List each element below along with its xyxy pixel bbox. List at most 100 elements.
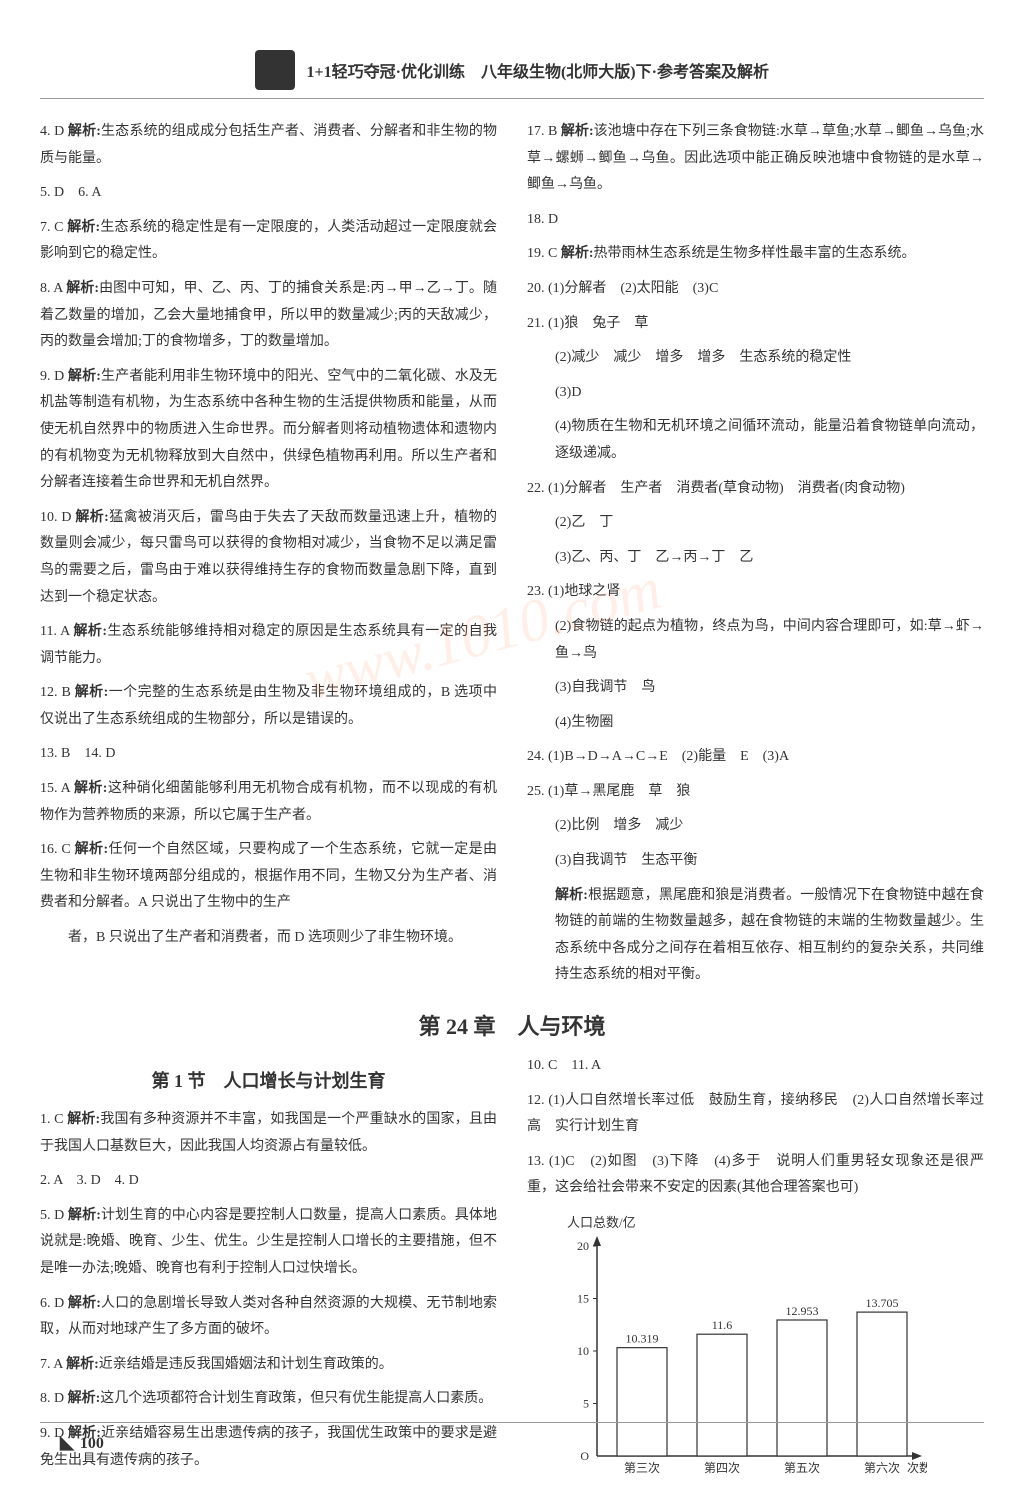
answer-text: 这种硝化细菌能够利用无机物合成有机物，而不以现成的有机物作为营养物质的来源，所以…	[40, 781, 497, 823]
answer-text: 生态系统的组成成分包括生产者、消费者、分解者和非生物的物质与能量。	[40, 124, 497, 166]
answer-16: 16. C 解析:任何一个自然区域，只要构成了一个生态系统，它就一定是由生物和非…	[40, 837, 497, 917]
svg-text:13.705: 13.705	[866, 1296, 899, 1310]
answer-17: 17. B 解析:该池塘中存在下列三条食物链:水草→草鱼;水草→鲫鱼→乌鱼;水草…	[527, 119, 984, 199]
answer-text: 一个完整的生态系统是由生物及非生物环境组成的，B 选项中仅说出了生态系统组成的生…	[40, 685, 497, 727]
answer-25-3: (3)自我调节 生态平衡	[527, 848, 984, 875]
answer-text: 猛禽被消灭后，雷鸟由于失去了天敌而数量迅速上升，植物的数量则会减少，每只雷鸟可以…	[40, 510, 497, 605]
answer-text: 该池塘中存在下列三条食物链:水草→草鱼;水草→鲫鱼→乌鱼;水草→螺蛳→鲫鱼→乌鱼…	[527, 124, 984, 192]
answer-22-1: 22. (1)分解者 生产者 消费者(草食动物) 消费者(肉食动物)	[527, 476, 984, 503]
s2-answer-12: 12. (1)人口自然增长率过低 鼓励生育，接纳移民 (2)人口自然增长率过高 …	[527, 1088, 984, 1141]
expl-label: 解析:	[555, 888, 588, 903]
expl-label: 解析:	[68, 1391, 101, 1406]
answer-24: 24. (1)B→D→A→C→E (2)能量 E (3)A	[527, 744, 984, 771]
s2-answer-13: 13. (1)C (2)如图 (3)下降 (4)多于 说明人们重男轻女现象还是很…	[527, 1149, 984, 1202]
answer-19: 19. C 解析:热带雨林生态系统是生物多样性最丰富的生态系统。	[527, 241, 984, 268]
answer-23-4: (4)生物圈	[527, 710, 984, 737]
answer-num: 16. C	[40, 842, 71, 857]
s2-answer-7: 7. A 解析:近亲结婚是违反我国婚姻法和计划生育政策的。	[40, 1352, 497, 1379]
s2-answer-9: 9. D 解析:近亲结婚容易生出患遗传病的孩子，我国优生政策中的要求是避免生出具…	[40, 1421, 497, 1474]
answer-text: 近亲结婚容易生出患遗传病的孩子，我国优生政策中的要求是避免生出具有遗传病的孩子。	[40, 1426, 497, 1468]
expl-label: 解析:	[73, 624, 107, 639]
page-number-text: 100	[80, 1435, 104, 1452]
answer-16-cont: 者，B 只说出了生产者和消费者，而 D 选项则少了非生物环境。	[40, 925, 497, 952]
answer-5-6: 5. D 6. A	[40, 180, 497, 207]
header-logo-icon	[255, 50, 295, 90]
answer-23-2: (2)食物链的起点为植物，终点为鸟，中间内容合理即可，如:草→虾→鱼→鸟	[527, 614, 984, 667]
s2-answer-5: 5. D 解析:计划生育的中心内容是要控制人口数量，提高人口素质。具体地说就是:…	[40, 1203, 497, 1283]
answer-13-14: 13. B 14. D	[40, 741, 497, 768]
expl-label: 解析:	[68, 124, 101, 139]
answer-num: 6. D	[40, 1296, 64, 1311]
answer-text: 任何一个自然区域，只要构成了一个生态系统，它就一定是由生物和非生物环境两部分组成…	[40, 842, 497, 910]
svg-text:15: 15	[577, 1292, 589, 1306]
answer-num: 5. D	[40, 1208, 64, 1223]
expl-label: 解析:	[561, 124, 594, 139]
chapter-title: 第 24 章 人与环境	[40, 1009, 984, 1041]
expl-label: 解析:	[68, 369, 101, 384]
answer-9: 9. D 解析:生产者能利用非生物环境中的阳光、空气中的二氧化碳、水及无机盐等制…	[40, 364, 497, 497]
answer-text: 计划生育的中心内容是要控制人口数量，提高人口素质。具体地说就是:晚婚、晚育、少生…	[40, 1208, 497, 1276]
answer-num: 7. C	[40, 220, 64, 235]
expl-label: 解析:	[68, 1208, 101, 1223]
answer-22-3: (3)乙、丙、丁 乙→丙→丁 乙	[527, 545, 984, 572]
svg-text:5: 5	[583, 1397, 589, 1411]
bar-chart-svg: O510152010.319第三次11.6第四次12.953第五次13.705第…	[547, 1236, 927, 1486]
expl-label: 解析:	[67, 220, 100, 235]
svg-text:第三次: 第三次	[624, 1461, 660, 1475]
answer-25-1: 25. (1)草→黑尾鹿 草 狼	[527, 779, 984, 806]
expl-label: 解析:	[66, 1357, 99, 1372]
answer-23-1: 23. (1)地球之肾	[527, 579, 984, 606]
answer-text: 根据题意，黑尾鹿和狼是消费者。一般情况下在食物链中越在食物链的前端的生物数量越多…	[555, 888, 984, 983]
svg-text:11.6: 11.6	[712, 1318, 733, 1332]
answer-21-4: (4)物质在生物和无机环境之间循环流动，能量沿着食物链单向流动，逐级递减。	[527, 414, 984, 467]
section-title: 第 1 节 人口增长与计划生育	[40, 1067, 497, 1093]
answer-8: 8. A 解析:由图中可知，甲、乙、丙、丁的捕食关系是:丙→甲→乙→丁。随着乙数…	[40, 276, 497, 356]
answer-text: 生态系统的稳定性是有一定限度的，人类活动超过一定限度就会影响到它的稳定性。	[40, 220, 497, 262]
expl-label: 解析:	[75, 510, 108, 525]
svg-text:次数: 次数	[907, 1460, 927, 1475]
answer-num: 8. D	[40, 1391, 64, 1406]
answer-12: 12. B 解析:一个完整的生态系统是由生物及非生物环境组成的，B 选项中仅说出…	[40, 680, 497, 733]
answer-num: 12. B	[40, 685, 71, 700]
s2-answer-10-11: 10. C 11. A	[527, 1053, 984, 1080]
s2-answer-6: 6. D 解析:人口的急剧增长导致人类对各种自然资源的大规模、无节制地索取，从而…	[40, 1291, 497, 1344]
answer-text: 我国有多种资源并不丰富，如我国是一个严重缺水的国家，且由于我国人口基数巨大，因此…	[40, 1112, 497, 1154]
answer-num: 4. D	[40, 124, 64, 139]
answer-text: 人口的急剧增长导致人类对各种自然资源的大规模、无节制地索取，从而对地球产生了多方…	[40, 1296, 497, 1338]
answer-num: 17. B	[527, 124, 557, 139]
answer-num: 11. A	[40, 624, 70, 639]
s2-answer-8: 8. D 解析:这几个选项都符合计划生育政策，但只有优生能提高人口素质。	[40, 1386, 497, 1413]
answer-21-2: (2)减少 减少 增多 增多 生态系统的稳定性	[527, 345, 984, 372]
answer-21-3: (3)D	[527, 380, 984, 407]
answer-text: 生产者能利用非生物环境中的阳光、空气中的二氧化碳、水及无机盐等制造有机物，为生态…	[40, 369, 497, 490]
content-columns: 4. D 解析:生态系统的组成成分包括生产者、消费者、分解者和非生物的物质与能量…	[40, 119, 984, 1486]
answer-22-2: (2)乙 丁	[527, 510, 984, 537]
answer-23-3: (3)自我调节 鸟	[527, 675, 984, 702]
answer-num: 19. C	[527, 246, 557, 261]
svg-text:10: 10	[577, 1344, 589, 1358]
page-number: ◣100	[60, 1432, 104, 1453]
answer-25-expl: 解析:根据题意，黑尾鹿和狼是消费者。一般情况下在食物链中越在食物链的前端的生物数…	[527, 883, 984, 989]
svg-text:20: 20	[577, 1239, 589, 1253]
answer-num: 10. D	[40, 510, 72, 525]
expl-label: 解析:	[74, 781, 108, 796]
expl-label: 解析:	[67, 1112, 100, 1127]
answer-18: 18. D	[527, 207, 984, 234]
answer-text: 生态系统能够维持相对稳定的原因是生态系统具有一定的自我调节能力。	[40, 624, 497, 666]
answer-num: 15. A	[40, 781, 70, 796]
svg-text:第四次: 第四次	[704, 1461, 740, 1475]
header-title: 1+1轻巧夺冠·优化训练 八年级生物(北师大版)下·参考答案及解析	[307, 58, 769, 82]
answer-num: 1. C	[40, 1112, 64, 1127]
answer-20: 20. (1)分解者 (2)太阳能 (3)C	[527, 276, 984, 303]
page-header: 1+1轻巧夺冠·优化训练 八年级生物(北师大版)下·参考答案及解析	[40, 50, 984, 99]
expl-label: 解析:	[75, 842, 108, 857]
population-chart: 人口总数/亿 O510152010.319第三次11.6第四次12.953第五次…	[527, 1212, 984, 1486]
expl-label: 解析:	[75, 685, 109, 700]
s2-answer-1: 1. C 解析:我国有多种资源并不丰富，如我国是一个严重缺水的国家，且由于我国人…	[40, 1107, 497, 1160]
answer-21-1: 21. (1)狼 兔子 草	[527, 311, 984, 338]
answer-text: 由图中可知，甲、乙、丙、丁的捕食关系是:丙→甲→乙→丁。随着乙数量的增加，乙会大…	[40, 281, 497, 349]
chart-y-label: 人口总数/亿	[567, 1212, 984, 1231]
answer-4: 4. D 解析:生态系统的组成成分包括生产者、消费者、分解者和非生物的物质与能量…	[40, 119, 497, 172]
svg-text:第五次: 第五次	[784, 1461, 820, 1475]
answer-num: 9. D	[40, 369, 64, 384]
